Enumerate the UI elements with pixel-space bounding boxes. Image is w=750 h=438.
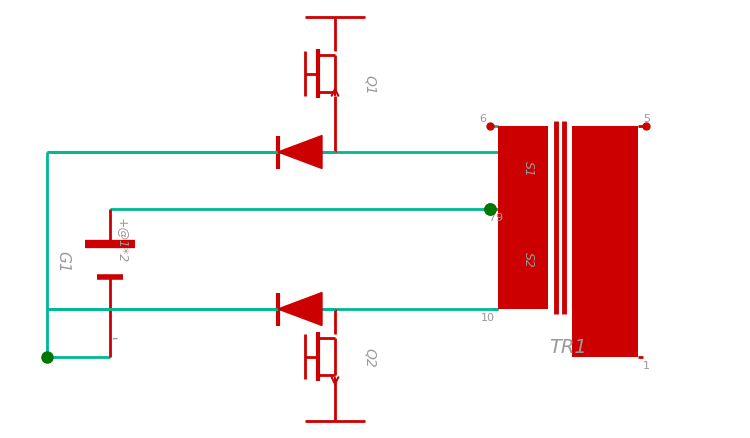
Text: +@1*2: +@1*2	[116, 218, 128, 263]
Text: 5: 5	[643, 114, 650, 124]
Text: -: -	[111, 328, 117, 346]
Text: 1: 1	[643, 360, 650, 370]
Bar	[498, 127, 548, 209]
Text: G1: G1	[56, 251, 70, 272]
Text: TR1: TR1	[549, 337, 586, 356]
Text: Q1: Q1	[363, 74, 377, 94]
Text: 7: 7	[488, 212, 495, 223]
Bar	[498, 209, 548, 309]
Text: 6: 6	[479, 114, 486, 124]
Text: PRI: PRI	[598, 229, 612, 255]
Text: Q2: Q2	[363, 347, 377, 367]
Text: S2: S2	[521, 251, 535, 267]
Text: 10: 10	[481, 312, 495, 322]
Text: 9: 9	[495, 212, 502, 223]
Polygon shape	[278, 293, 322, 326]
Text: S1: S1	[521, 160, 535, 176]
Polygon shape	[278, 136, 322, 169]
Bar	[572, 127, 638, 357]
